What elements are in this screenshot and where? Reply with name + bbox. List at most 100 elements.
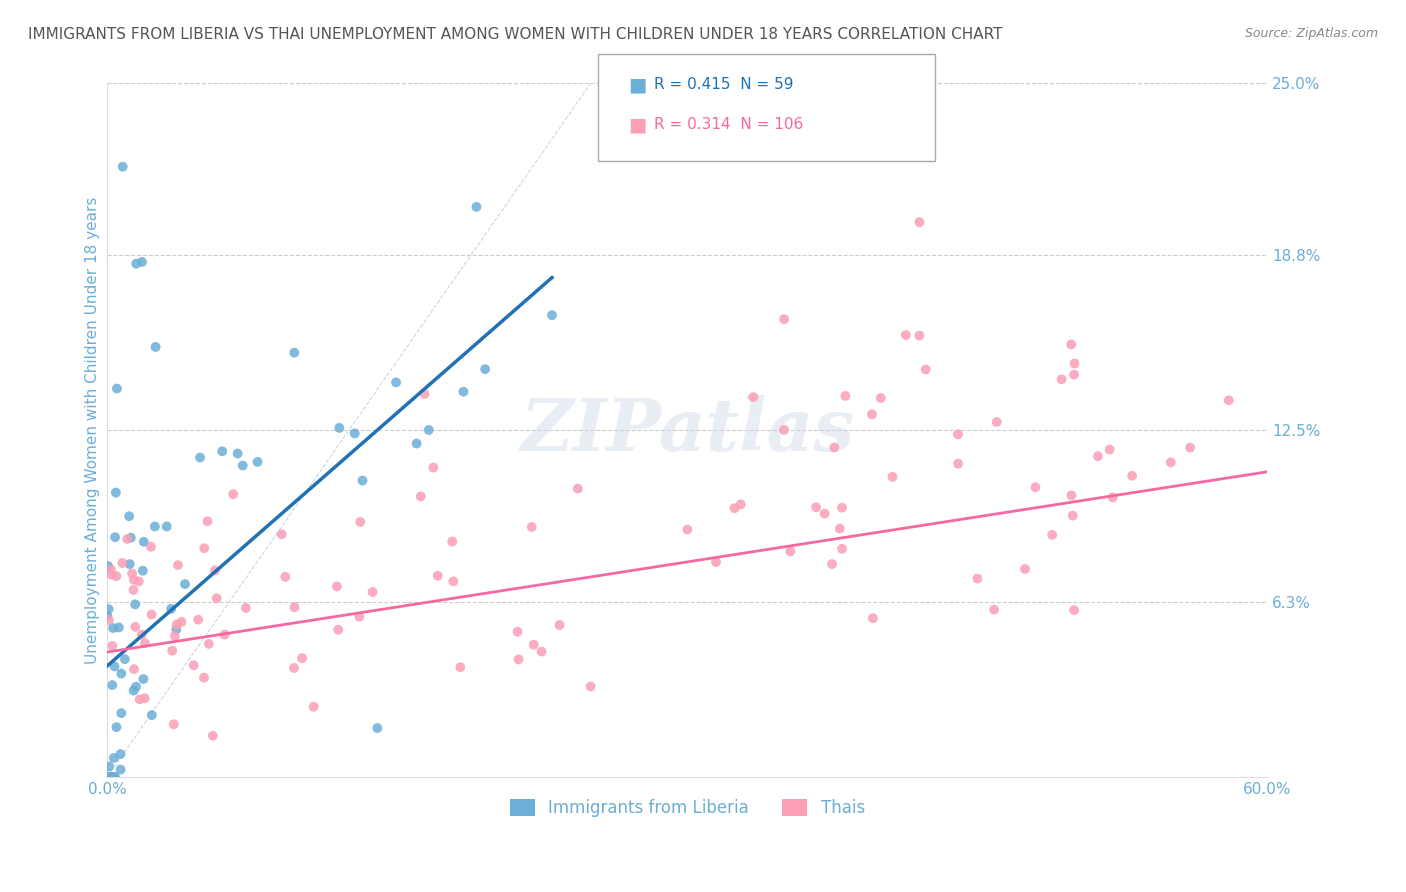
Point — [441, 574, 464, 589]
Point — [132, 534, 155, 549]
Point — [302, 699, 325, 714]
Point — [1121, 468, 1143, 483]
Point — [405, 436, 427, 450]
Point — [1060, 337, 1083, 351]
Point — [1040, 528, 1063, 542]
Point — [352, 474, 374, 488]
Point — [409, 490, 432, 504]
Point — [174, 577, 197, 591]
Point — [676, 523, 699, 537]
Point — [946, 457, 969, 471]
Point — [100, 563, 122, 577]
Point — [163, 717, 186, 731]
Point — [110, 763, 132, 777]
Point — [530, 644, 553, 658]
Point — [101, 678, 124, 692]
Point — [132, 564, 155, 578]
Point — [567, 482, 589, 496]
Point — [143, 519, 166, 533]
Point — [163, 629, 186, 643]
Point — [134, 636, 156, 650]
Point — [1063, 603, 1085, 617]
Point — [183, 658, 205, 673]
Point — [1160, 455, 1182, 469]
Point — [115, 532, 138, 546]
Point — [97, 602, 120, 616]
Point — [124, 598, 146, 612]
Point — [385, 376, 408, 390]
Point — [506, 624, 529, 639]
Y-axis label: Unemployment Among Women with Children Under 18 years: Unemployment Among Women with Children U… — [86, 196, 100, 664]
Point — [131, 627, 153, 641]
Point — [193, 541, 215, 556]
Point — [226, 446, 249, 460]
Point — [773, 423, 796, 437]
Point — [141, 607, 163, 622]
Point — [831, 541, 853, 556]
Point — [193, 671, 215, 685]
Point — [349, 609, 371, 624]
Point — [1063, 356, 1085, 370]
Point — [198, 637, 221, 651]
Point — [128, 574, 150, 589]
Point — [1218, 393, 1240, 408]
Point — [349, 515, 371, 529]
Point — [343, 426, 366, 441]
Point — [983, 602, 1005, 616]
Point — [166, 617, 188, 632]
Point — [167, 558, 190, 572]
Point — [204, 563, 226, 577]
Point — [120, 531, 142, 545]
Point — [742, 390, 765, 404]
Point — [814, 507, 837, 521]
Point — [125, 257, 148, 271]
Point — [131, 255, 153, 269]
Point — [270, 527, 292, 541]
Point — [1050, 372, 1073, 386]
Point — [441, 534, 464, 549]
Point — [283, 600, 305, 615]
Point — [1024, 480, 1046, 494]
Point — [162, 644, 184, 658]
Point — [773, 312, 796, 326]
Text: ZIPatlas: ZIPatlas — [520, 394, 855, 466]
Point — [103, 659, 125, 673]
Point — [104, 530, 127, 544]
Point — [98, 759, 121, 773]
Point — [114, 652, 136, 666]
Point — [246, 455, 269, 469]
Point — [132, 672, 155, 686]
Point — [105, 569, 128, 583]
Text: ■: ■ — [628, 75, 647, 95]
Point — [283, 345, 305, 359]
Point — [1062, 508, 1084, 523]
Point — [188, 450, 211, 465]
Point — [1101, 491, 1123, 505]
Point — [124, 620, 146, 634]
Point — [222, 487, 245, 501]
Point — [328, 421, 350, 435]
Point — [96, 608, 118, 623]
Point — [413, 387, 436, 401]
Point — [101, 621, 124, 635]
Point — [128, 692, 150, 706]
Point — [730, 497, 752, 511]
Point — [579, 680, 602, 694]
Text: Source: ZipAtlas.com: Source: ZipAtlas.com — [1244, 27, 1378, 40]
Point — [821, 557, 844, 571]
Point — [156, 519, 179, 533]
Point — [187, 613, 209, 627]
Point — [1178, 441, 1201, 455]
Point — [118, 557, 141, 571]
Point — [465, 200, 488, 214]
Point — [908, 328, 931, 343]
Point — [211, 444, 233, 458]
Point — [101, 639, 124, 653]
Point — [474, 362, 496, 376]
Point — [110, 666, 132, 681]
Point — [110, 747, 132, 761]
Point — [134, 691, 156, 706]
Point — [274, 570, 297, 584]
Text: R = 0.415  N = 59: R = 0.415 N = 59 — [654, 78, 793, 92]
Point — [205, 591, 228, 606]
